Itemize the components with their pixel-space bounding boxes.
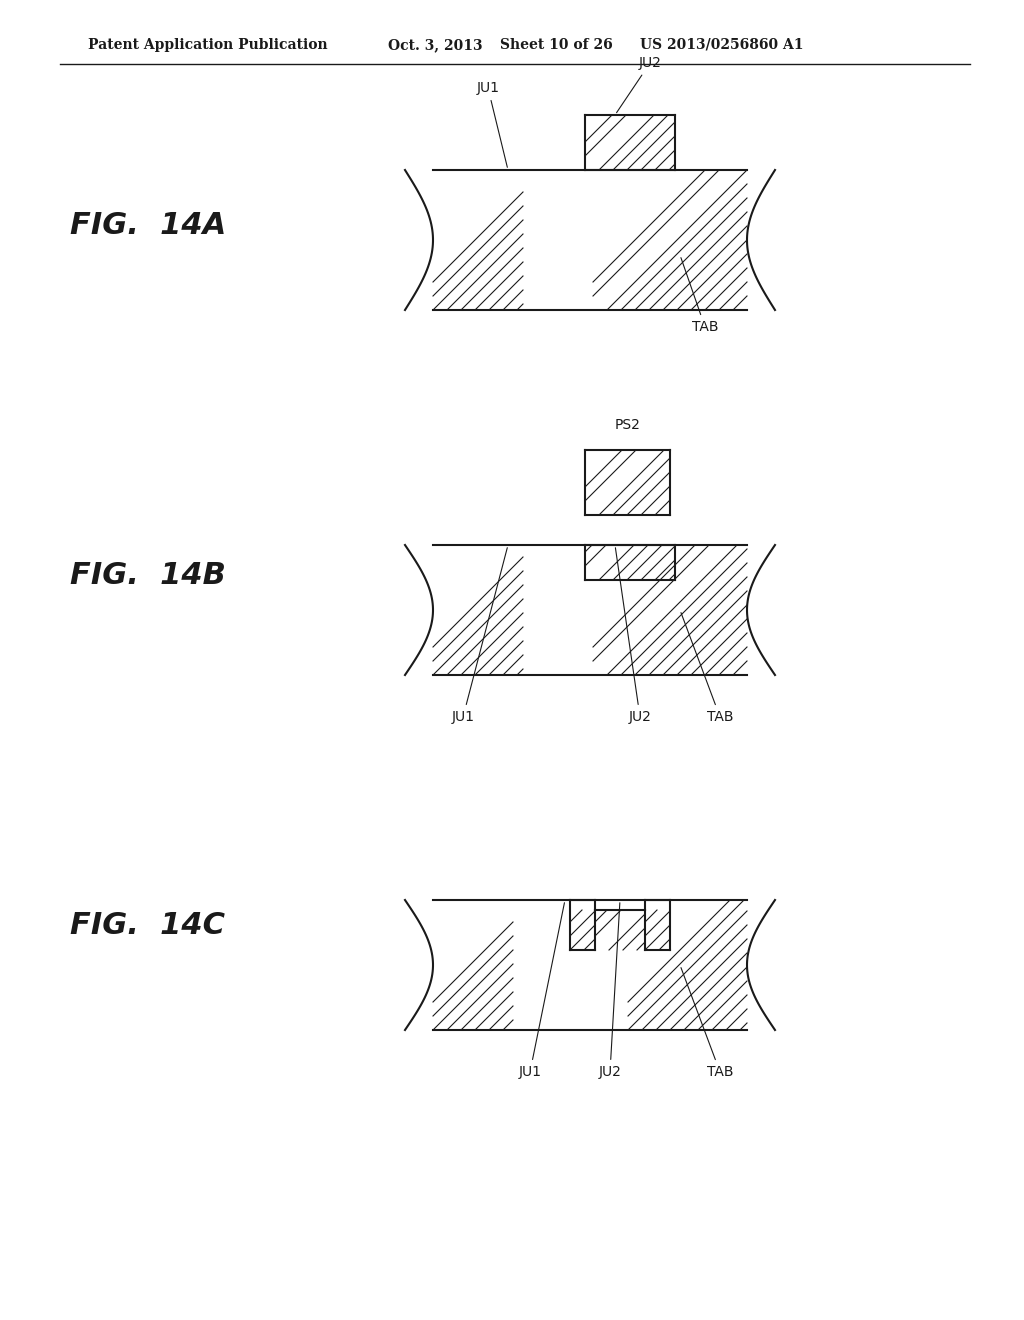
Text: TAB: TAB bbox=[681, 257, 718, 334]
Text: Oct. 3, 2013: Oct. 3, 2013 bbox=[388, 38, 482, 51]
Text: JU1: JU1 bbox=[518, 903, 564, 1078]
Text: JU2: JU2 bbox=[599, 903, 622, 1078]
Text: Sheet 10 of 26: Sheet 10 of 26 bbox=[500, 38, 612, 51]
Text: JU2: JU2 bbox=[615, 548, 651, 723]
Text: US 2013/0256860 A1: US 2013/0256860 A1 bbox=[640, 38, 804, 51]
Text: FIG.  14A: FIG. 14A bbox=[70, 210, 226, 239]
Text: JU2: JU2 bbox=[616, 55, 662, 112]
Text: TAB: TAB bbox=[681, 968, 733, 1078]
Text: JU1: JU1 bbox=[476, 81, 507, 168]
Text: TAB: TAB bbox=[681, 612, 733, 723]
Text: FIG.  14C: FIG. 14C bbox=[71, 911, 225, 940]
Text: FIG.  14B: FIG. 14B bbox=[70, 561, 226, 590]
Text: PS2: PS2 bbox=[614, 418, 640, 432]
Text: Patent Application Publication: Patent Application Publication bbox=[88, 38, 328, 51]
Text: JU1: JU1 bbox=[452, 548, 507, 723]
